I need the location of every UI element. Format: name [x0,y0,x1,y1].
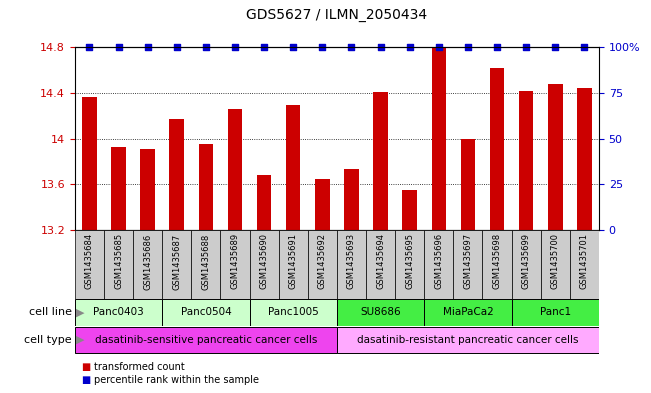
Bar [104,230,133,299]
Bar [366,230,395,299]
Bar [337,327,599,353]
Text: GSM1435700: GSM1435700 [551,233,560,289]
Text: Panc1005: Panc1005 [268,307,318,318]
Bar [395,230,424,299]
Text: Panc0504: Panc0504 [180,307,231,318]
Text: SU8686: SU8686 [360,307,401,318]
Text: dasatinib-resistant pancreatic cancer cells: dasatinib-resistant pancreatic cancer ce… [357,335,579,345]
Text: GSM1435687: GSM1435687 [173,233,181,290]
Bar [82,97,97,230]
Point [113,44,124,50]
Bar [169,119,184,230]
Text: Panc0403: Panc0403 [93,307,144,318]
Text: GSM1435689: GSM1435689 [230,233,240,290]
Bar [221,230,249,299]
Bar [75,230,104,299]
Bar [461,138,475,230]
Bar [432,48,446,230]
Bar [191,230,221,299]
Bar [337,299,424,326]
Point [230,44,240,50]
Text: dasatinib-sensitive pancreatic cancer cells: dasatinib-sensitive pancreatic cancer ce… [94,335,317,345]
Bar [424,299,512,326]
Bar [541,230,570,299]
Bar [453,230,482,299]
Text: GSM1435698: GSM1435698 [493,233,501,290]
Text: GSM1435699: GSM1435699 [521,233,531,289]
Bar [482,230,512,299]
Bar [344,169,359,230]
Point [346,44,357,50]
Text: ▶: ▶ [76,307,85,318]
Text: GSM1435694: GSM1435694 [376,233,385,289]
Text: GSM1435686: GSM1435686 [143,233,152,290]
Bar [286,105,301,230]
Bar [577,88,592,230]
Point [317,44,327,50]
Bar [424,230,453,299]
Point [434,44,444,50]
Point [172,44,182,50]
Bar [111,147,126,230]
Bar [337,230,366,299]
Text: GSM1435684: GSM1435684 [85,233,94,290]
Text: GSM1435697: GSM1435697 [464,233,473,290]
Bar [512,230,541,299]
Bar [257,175,271,230]
Bar [519,90,533,230]
Point [463,44,473,50]
Bar [228,109,242,230]
Text: transformed count: transformed count [94,362,185,371]
Text: ■: ■ [81,362,90,371]
Text: GSM1435688: GSM1435688 [201,233,210,290]
Text: GDS5627 / ILMN_2050434: GDS5627 / ILMN_2050434 [246,8,428,22]
Text: GSM1435692: GSM1435692 [318,233,327,289]
Bar [512,299,599,326]
Text: GSM1435691: GSM1435691 [289,233,298,289]
Bar [199,144,213,230]
Text: ▶: ▶ [76,335,85,345]
Text: percentile rank within the sample: percentile rank within the sample [94,375,259,385]
Bar [315,178,329,230]
Point [84,44,94,50]
Point [201,44,211,50]
Point [492,44,502,50]
Point [521,44,531,50]
Bar [141,149,155,230]
Bar [75,299,162,326]
Point [143,44,153,50]
Point [288,44,298,50]
Text: GSM1435690: GSM1435690 [260,233,269,289]
Point [259,44,270,50]
Text: GSM1435685: GSM1435685 [114,233,123,290]
Point [550,44,561,50]
Point [579,44,590,50]
Text: GSM1435696: GSM1435696 [434,233,443,290]
Text: Panc1: Panc1 [540,307,571,318]
Text: GSM1435695: GSM1435695 [405,233,414,289]
Bar [249,230,279,299]
Bar [548,84,562,230]
Point [376,44,386,50]
Bar [308,230,337,299]
Text: GSM1435693: GSM1435693 [347,233,356,290]
Bar [75,327,337,353]
Bar [162,299,249,326]
Text: cell line: cell line [29,307,72,318]
Bar [490,68,505,230]
Bar [279,230,308,299]
Bar [373,92,388,230]
Bar [570,230,599,299]
Text: GSM1435701: GSM1435701 [580,233,589,289]
Text: MiaPaCa2: MiaPaCa2 [443,307,493,318]
Bar [249,299,337,326]
Text: cell type: cell type [24,335,72,345]
Text: ■: ■ [81,375,90,385]
Bar [162,230,191,299]
Point [404,44,415,50]
Bar [402,190,417,230]
Bar [133,230,162,299]
